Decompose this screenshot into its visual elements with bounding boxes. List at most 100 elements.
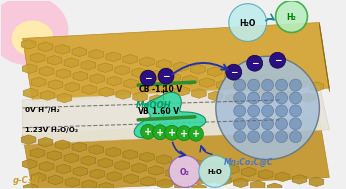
Polygon shape <box>258 170 273 179</box>
Polygon shape <box>267 88 282 97</box>
Polygon shape <box>242 72 256 81</box>
Circle shape <box>270 52 285 68</box>
Circle shape <box>262 131 274 143</box>
Polygon shape <box>64 153 79 163</box>
Circle shape <box>234 92 246 104</box>
Polygon shape <box>301 93 316 102</box>
Polygon shape <box>158 84 172 93</box>
Polygon shape <box>174 157 188 167</box>
Polygon shape <box>157 60 171 69</box>
Polygon shape <box>319 22 329 92</box>
Polygon shape <box>123 150 137 159</box>
Text: +: + <box>156 128 164 138</box>
Circle shape <box>290 131 301 143</box>
Polygon shape <box>140 152 154 162</box>
Polygon shape <box>21 40 36 49</box>
Text: −: − <box>144 74 152 83</box>
Polygon shape <box>134 92 206 138</box>
Circle shape <box>262 105 274 117</box>
Circle shape <box>275 79 288 91</box>
Polygon shape <box>81 60 96 70</box>
Text: H₂: H₂ <box>286 13 297 22</box>
Polygon shape <box>106 147 120 157</box>
Polygon shape <box>22 85 329 145</box>
Polygon shape <box>208 67 222 76</box>
Polygon shape <box>90 74 104 83</box>
Polygon shape <box>192 184 206 189</box>
Polygon shape <box>31 77 46 87</box>
Polygon shape <box>107 172 121 181</box>
Text: H₂O: H₂O <box>239 19 256 28</box>
Polygon shape <box>149 166 163 175</box>
Circle shape <box>153 125 167 140</box>
Text: 1.60 V: 1.60 V <box>152 107 179 116</box>
Polygon shape <box>141 177 155 186</box>
Polygon shape <box>72 47 87 57</box>
Polygon shape <box>200 173 214 183</box>
Circle shape <box>247 55 263 71</box>
Circle shape <box>158 68 174 84</box>
Polygon shape <box>191 160 205 169</box>
Text: +: + <box>144 127 152 137</box>
Circle shape <box>275 131 288 143</box>
Text: 1.23V H₂O/O₂: 1.23V H₂O/O₂ <box>25 127 78 133</box>
Polygon shape <box>73 71 88 81</box>
Polygon shape <box>234 178 248 188</box>
Polygon shape <box>99 87 113 97</box>
Polygon shape <box>242 167 256 177</box>
Polygon shape <box>107 76 121 86</box>
Text: 0V H⁺/H₂: 0V H⁺/H₂ <box>25 106 59 113</box>
Polygon shape <box>309 82 324 91</box>
Polygon shape <box>149 70 163 80</box>
Polygon shape <box>106 52 120 62</box>
Polygon shape <box>208 162 222 172</box>
Polygon shape <box>225 165 239 174</box>
Polygon shape <box>267 183 282 189</box>
Text: H₂O: H₂O <box>207 169 222 175</box>
Polygon shape <box>99 183 113 189</box>
Polygon shape <box>98 158 112 168</box>
Polygon shape <box>166 168 180 178</box>
Polygon shape <box>56 69 71 78</box>
Polygon shape <box>124 174 138 184</box>
Circle shape <box>262 79 274 91</box>
Text: VB: VB <box>138 107 150 116</box>
Polygon shape <box>258 74 273 84</box>
Polygon shape <box>90 169 104 179</box>
Polygon shape <box>124 79 138 88</box>
Ellipse shape <box>0 0 69 65</box>
Polygon shape <box>64 58 79 67</box>
Polygon shape <box>217 80 231 90</box>
Text: +: + <box>180 129 188 139</box>
Polygon shape <box>31 173 46 182</box>
Polygon shape <box>292 175 307 184</box>
Circle shape <box>248 105 260 117</box>
Circle shape <box>216 56 319 160</box>
Polygon shape <box>209 91 223 101</box>
Polygon shape <box>56 164 71 174</box>
Polygon shape <box>22 159 37 169</box>
Polygon shape <box>65 82 80 92</box>
Polygon shape <box>175 86 189 96</box>
Circle shape <box>169 156 201 187</box>
Polygon shape <box>132 68 146 77</box>
Polygon shape <box>192 89 206 98</box>
Circle shape <box>229 4 267 41</box>
Text: CB: CB <box>138 85 149 94</box>
Circle shape <box>234 79 246 91</box>
Circle shape <box>176 126 191 141</box>
Polygon shape <box>47 151 62 160</box>
Polygon shape <box>65 178 80 187</box>
Polygon shape <box>22 64 37 74</box>
Polygon shape <box>72 142 87 152</box>
Circle shape <box>140 124 156 139</box>
Polygon shape <box>133 92 147 102</box>
Polygon shape <box>22 118 329 189</box>
Circle shape <box>189 126 203 141</box>
Text: −: − <box>251 59 258 68</box>
Polygon shape <box>73 167 88 176</box>
Polygon shape <box>200 78 214 87</box>
Polygon shape <box>55 45 70 54</box>
Polygon shape <box>82 85 97 94</box>
Polygon shape <box>48 175 63 185</box>
